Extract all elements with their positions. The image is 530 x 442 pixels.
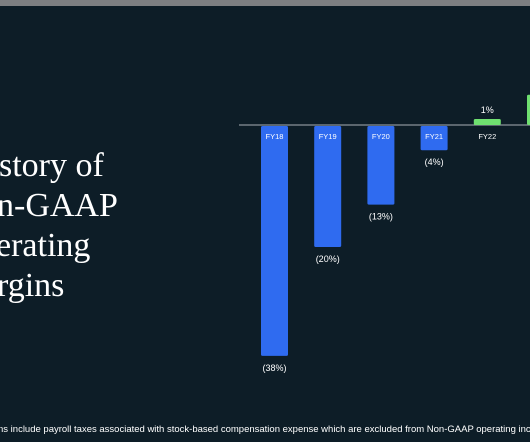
data-label-fy18: (38%) xyxy=(262,363,286,373)
presentation-slide: story of n-GAAP erating rgins FY18 (38%) F… xyxy=(0,6,530,442)
slide-title-line-3: erating xyxy=(0,227,91,264)
data-label-fy19: (20%) xyxy=(316,254,340,264)
bar-extra xyxy=(527,94,530,125)
bar-fy22 xyxy=(473,118,501,125)
category-label-fy20: FY20 xyxy=(372,132,390,141)
slide-title-line-1: story of xyxy=(0,147,104,184)
bar-fy21 xyxy=(420,126,448,151)
slide-title-line-2: n-GAAP xyxy=(0,187,118,224)
footnote: ns include payroll taxes associated with… xyxy=(0,424,530,435)
bar-fy18 xyxy=(261,126,288,356)
data-label-fy21: (4%) xyxy=(425,157,444,167)
category-label-fy18: FY18 xyxy=(266,132,284,141)
window-title-bar xyxy=(0,0,530,6)
slide-title: story of n-GAAP erating rgins xyxy=(0,146,118,306)
category-label-fy21: FY21 xyxy=(425,132,443,141)
data-label-fy20: (13%) xyxy=(369,212,393,222)
chart-bars xyxy=(261,94,530,356)
category-label-fy22: FY22 xyxy=(478,132,496,141)
chart-labels: FY18 (38%) FY19 (20%) FY20 (13%) FY21 (4%) FY22 1… xyxy=(262,105,496,373)
slide-title-line-4: rgins xyxy=(0,267,65,304)
category-label-fy19: FY19 xyxy=(319,132,337,141)
bar-fy19 xyxy=(314,126,342,247)
operating-margin-bar-chart: FY18 (38%) FY19 (20%) FY20 (13%) FY21 (4%) FY22 1… xyxy=(239,94,530,373)
data-label-fy22: 1% xyxy=(481,105,494,115)
bar-fy20 xyxy=(367,126,395,205)
